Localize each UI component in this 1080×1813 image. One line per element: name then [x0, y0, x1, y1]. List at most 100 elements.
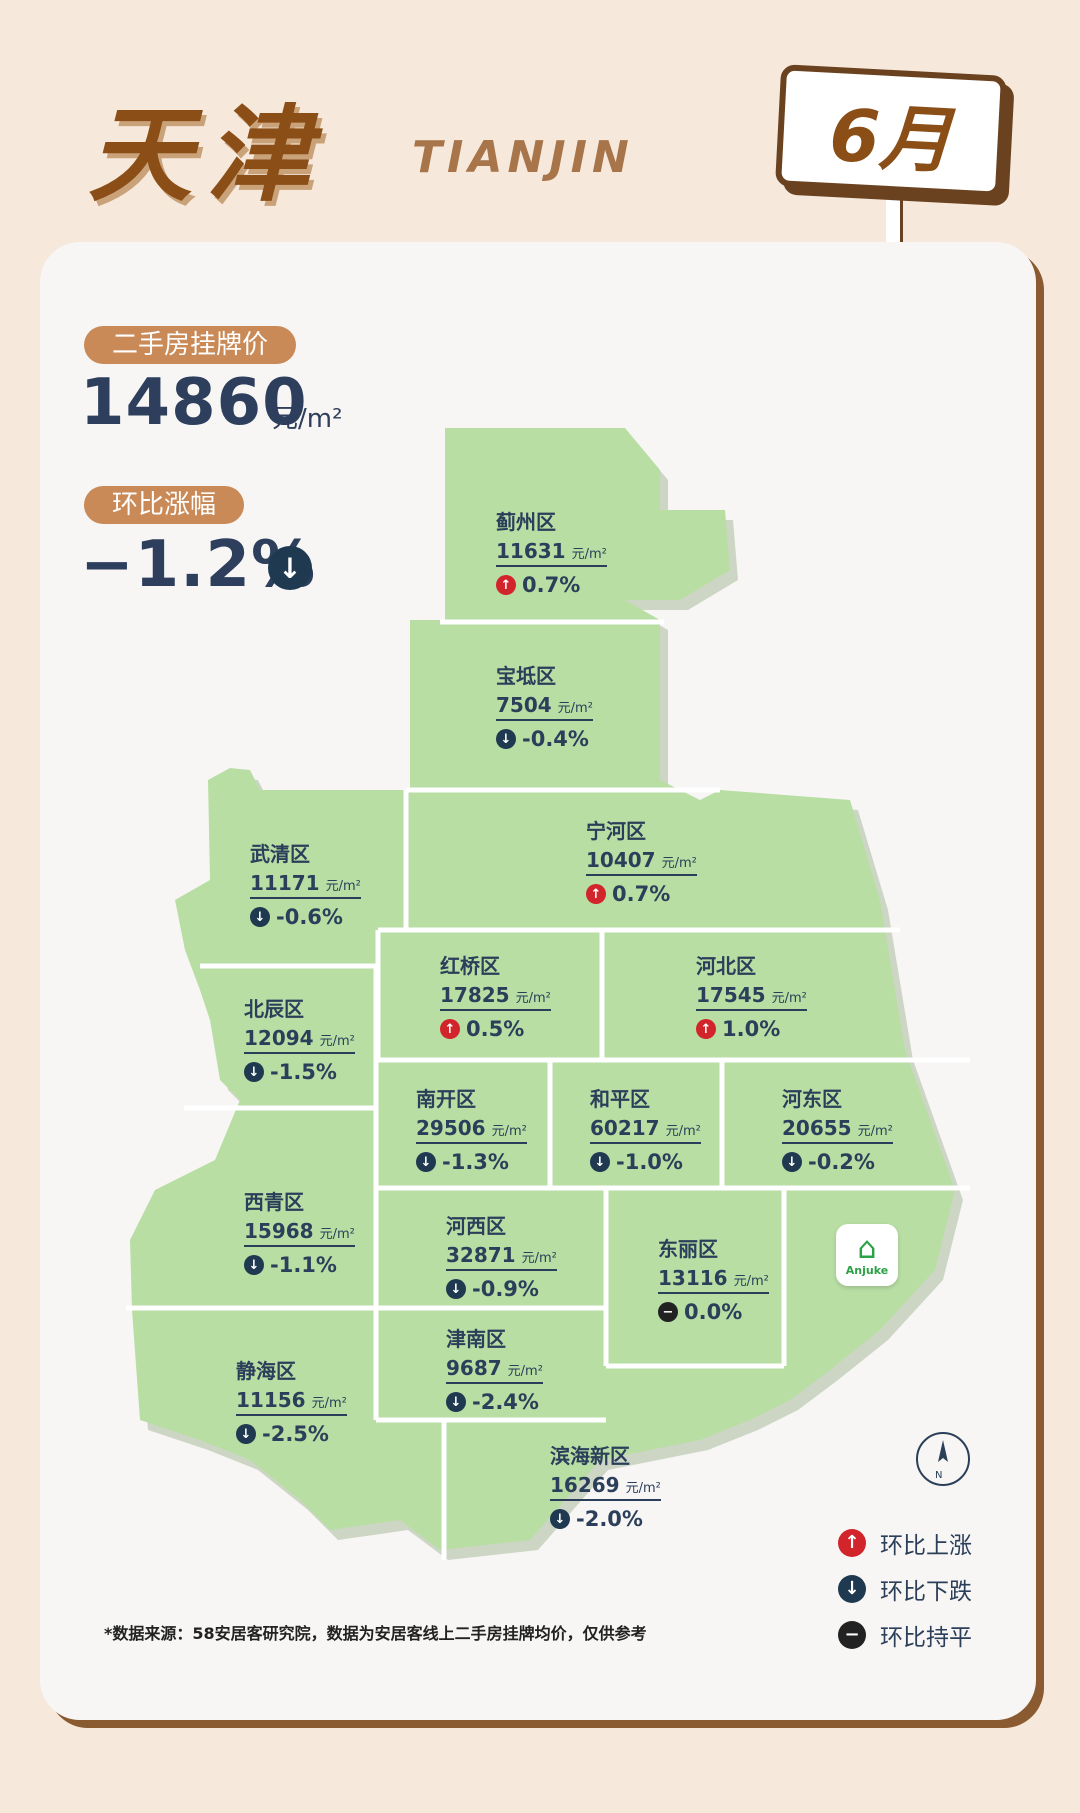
district-price-unit: 元/m²: [311, 1396, 347, 1411]
district-label: 红桥区 17825 元/m² ↑ 0.5%: [440, 950, 551, 1041]
arrow-up-icon: ↑: [440, 1019, 460, 1039]
sign-pole: [886, 180, 900, 260]
district-label: 武清区 11171 元/m² ↓ -0.6%: [250, 838, 361, 929]
district-price: 32871: [446, 1243, 516, 1267]
district-label: 津南区 9687 元/m² ↓ -2.4%: [446, 1323, 543, 1414]
district-label: 蓟州区 11631 元/m² ↑ 0.7%: [496, 506, 607, 597]
compass-needle: [938, 1440, 948, 1462]
district-price-row: 32871 元/m²: [446, 1243, 557, 1271]
footnote: *数据来源：58安居客研究院，数据为安居客线上二手房挂牌均价，仅供参考: [104, 1624, 647, 1643]
district-price-unit: 元/m²: [625, 1481, 661, 1496]
arrow-down-icon: ↓: [236, 1424, 256, 1444]
arrow-up-icon: ↑: [496, 575, 516, 595]
arrow-down-icon: ↓: [250, 907, 270, 927]
district-price: 16269: [550, 1473, 620, 1497]
district-change-row: ↓ -0.4%: [496, 727, 593, 751]
district-change: -1.0%: [616, 1150, 683, 1174]
district-price-unit: 元/m²: [771, 991, 807, 1006]
district-change: -2.4%: [472, 1390, 539, 1414]
district-change: -2.5%: [262, 1422, 329, 1446]
arrow-up-icon: ↑: [696, 1019, 716, 1039]
district-name: 宝坻区: [496, 664, 556, 688]
district-price-unit: 元/m²: [661, 856, 697, 871]
district-change-row: ↓ -2.5%: [236, 1422, 347, 1446]
district-price: 10407: [586, 848, 656, 872]
district-price-unit: 元/m²: [507, 1364, 543, 1379]
district-label: 和平区 60217 元/m² ↓ -1.0%: [590, 1083, 701, 1174]
legend: ↑ 环比上涨 ↓ 环比下跌 − 环比持平: [838, 1520, 972, 1658]
district-price-row: 9687 元/m²: [446, 1356, 543, 1384]
district-price: 7504: [496, 693, 552, 717]
district-change-row: ↓ -0.6%: [250, 905, 361, 929]
arrow-down-icon: ↓: [838, 1575, 866, 1603]
district-price-row: 17545 元/m²: [696, 983, 807, 1011]
district-change: -0.6%: [276, 905, 343, 929]
district-change-row: ↓ -1.0%: [590, 1150, 701, 1174]
district-change-row: ↓ -2.4%: [446, 1390, 543, 1414]
district-name: 滨海新区: [550, 1444, 630, 1468]
district-change: -2.0%: [576, 1507, 643, 1531]
district-change-row: ↓ -2.0%: [550, 1507, 661, 1531]
district-label: 滨海新区 16269 元/m² ↓ -2.0%: [550, 1440, 661, 1531]
district-price: 29506: [416, 1116, 486, 1140]
legend-up: ↑ 环比上涨: [838, 1520, 972, 1566]
legend-flat: − 环比持平: [838, 1612, 972, 1658]
district-price-unit: 元/m²: [571, 547, 607, 562]
district-price-unit: 元/m²: [491, 1124, 527, 1139]
district-price: 9687: [446, 1356, 502, 1380]
district-price: 17825: [440, 983, 510, 1007]
district-price-unit: 元/m²: [557, 701, 593, 716]
district-price: 20655: [782, 1116, 852, 1140]
legend-down: ↓ 环比下跌: [838, 1566, 972, 1612]
district-price-row: 11171 元/m²: [250, 871, 361, 899]
district-price-row: 7504 元/m²: [496, 693, 593, 721]
district-price-row: 10407 元/m²: [586, 848, 697, 876]
district-change-row: ↑ 0.7%: [496, 573, 607, 597]
district-price-row: 12094 元/m²: [244, 1026, 355, 1054]
district-price-unit: 元/m²: [319, 1227, 355, 1242]
district-change: 0.7%: [522, 573, 581, 597]
city-price: 14860: [80, 366, 308, 440]
district-name: 静海区: [236, 1359, 296, 1383]
arrow-down-icon: ↓: [244, 1255, 264, 1275]
district-price: 17545: [696, 983, 766, 1007]
arrow-down-icon: ↓: [496, 729, 516, 749]
district-name: 河西区: [446, 1214, 506, 1238]
district-price: 13116: [658, 1266, 728, 1290]
minus-icon: −: [658, 1302, 678, 1322]
district-change-row: ↓ -1.1%: [244, 1253, 355, 1277]
compass-letter: N: [935, 1470, 943, 1481]
district-change: 0.7%: [612, 882, 671, 906]
anjuke-logo: ⌂ Anjuke: [836, 1224, 898, 1286]
arrow-down-icon: ↓: [782, 1152, 802, 1172]
district-name: 蓟州区: [496, 510, 556, 534]
district-price: 12094: [244, 1026, 314, 1050]
district-label: 河北区 17545 元/m² ↑ 1.0%: [696, 950, 807, 1041]
house-icon: ⌂: [857, 1230, 877, 1266]
district-price: 11631: [496, 539, 566, 563]
district-name: 东丽区: [658, 1237, 718, 1261]
arrow-down-icon: ↓: [268, 546, 312, 590]
district-price-unit: 元/m²: [665, 1124, 701, 1139]
district-name: 北辰区: [244, 997, 304, 1021]
district-price-unit: 元/m²: [325, 879, 361, 894]
district-name: 河北区: [696, 954, 756, 978]
district-change: -0.2%: [808, 1150, 875, 1174]
district-price: 60217: [590, 1116, 660, 1140]
arrow-up-icon: ↑: [838, 1529, 866, 1557]
district-borders: [126, 619, 970, 1560]
city-title-en: TIANJIN: [412, 132, 634, 183]
district-change: -1.3%: [442, 1150, 509, 1174]
district-label: 宁河区 10407 元/m² ↑ 0.7%: [586, 815, 697, 906]
district-label: 东丽区 13116 元/m² −0.0%: [658, 1233, 769, 1324]
district-name: 红桥区: [440, 954, 500, 978]
arrow-down-icon: ↓: [446, 1279, 466, 1299]
city-price-unit: 元/m²: [272, 404, 343, 434]
district-price-row: 20655 元/m²: [782, 1116, 893, 1144]
district-name: 河东区: [782, 1087, 842, 1111]
district-change: -1.1%: [270, 1253, 337, 1277]
district-change: -1.5%: [270, 1060, 337, 1084]
district-change-row: ↓ -0.9%: [446, 1277, 557, 1301]
district-name: 和平区: [590, 1087, 650, 1111]
